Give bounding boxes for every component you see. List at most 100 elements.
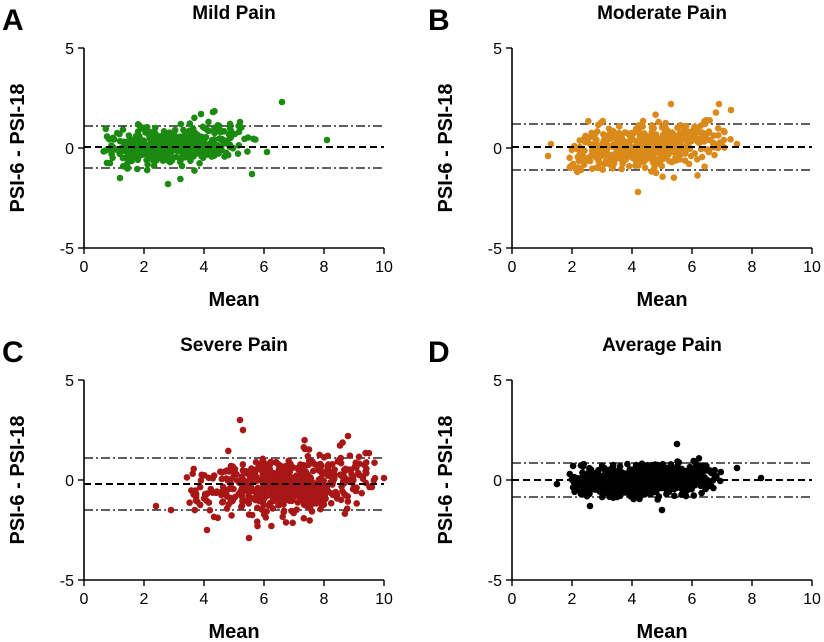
data-point <box>244 148 251 155</box>
y-tick-label-c: -5 <box>60 573 74 590</box>
points-d <box>553 440 765 514</box>
data-point <box>329 461 336 468</box>
data-point <box>294 491 301 499</box>
data-point <box>634 188 642 196</box>
data-point <box>691 480 699 488</box>
data-point <box>644 465 652 473</box>
data-point <box>198 153 205 160</box>
data-point <box>158 146 165 154</box>
data-point <box>665 488 673 496</box>
data-point <box>328 473 336 481</box>
x-tick-label-a: 0 <box>80 259 89 276</box>
data-point <box>682 492 690 500</box>
data-point <box>183 474 191 481</box>
data-point <box>222 489 229 497</box>
data-point <box>278 492 285 499</box>
data-point <box>368 483 376 491</box>
panel-title-c: Severe Pain <box>180 335 288 356</box>
data-point <box>344 493 352 500</box>
data-point <box>622 129 630 136</box>
data-point <box>720 136 728 144</box>
data-point <box>641 157 648 164</box>
data-point <box>663 478 670 485</box>
data-point <box>222 468 229 475</box>
data-point <box>591 130 599 138</box>
x-tick-label-d: 10 <box>803 591 821 608</box>
data-point <box>280 508 288 516</box>
data-point <box>215 150 222 157</box>
data-point <box>670 174 678 181</box>
data-point <box>701 163 708 170</box>
data-point <box>185 129 192 137</box>
data-point <box>205 499 213 506</box>
data-point <box>206 507 214 514</box>
data-point <box>279 498 287 506</box>
data-point <box>566 164 573 171</box>
data-point <box>371 459 378 467</box>
y-tick-label-b: 5 <box>493 41 502 58</box>
data-point <box>603 136 611 143</box>
data-point <box>214 122 222 129</box>
data-point <box>596 153 604 160</box>
x-tick-label-b: 2 <box>568 259 577 276</box>
data-point <box>638 460 646 468</box>
data-point <box>733 140 741 148</box>
x-tick-label-b: 0 <box>508 259 517 276</box>
data-point <box>346 452 354 460</box>
data-point <box>282 519 290 526</box>
data-point <box>161 151 168 159</box>
data-point <box>607 161 615 169</box>
data-point <box>652 472 659 480</box>
data-point <box>176 133 183 141</box>
data-point <box>102 125 110 133</box>
y-axis-label-c: PSI-6 - PSI-18 <box>7 416 29 545</box>
data-point <box>225 447 232 455</box>
data-point <box>166 147 173 154</box>
data-point <box>109 154 116 162</box>
data-point <box>639 117 647 125</box>
data-point <box>245 511 253 518</box>
data-point <box>652 111 659 118</box>
y-tick-label-b: -5 <box>488 241 502 258</box>
data-point <box>733 464 741 472</box>
data-point <box>164 180 172 188</box>
data-point <box>209 108 217 116</box>
data-point <box>302 477 310 485</box>
data-point <box>571 164 579 172</box>
data-point <box>674 462 681 470</box>
data-point <box>147 129 154 136</box>
data-point <box>336 442 344 449</box>
data-point <box>213 488 221 495</box>
data-point <box>289 496 296 504</box>
data-point <box>683 131 691 139</box>
data-point <box>342 465 349 473</box>
data-point <box>613 135 621 143</box>
data-point <box>100 148 107 155</box>
data-point <box>335 456 343 464</box>
data-point <box>261 476 269 483</box>
data-point <box>233 477 241 484</box>
data-point <box>635 162 642 169</box>
data-point <box>727 106 735 114</box>
data-point <box>134 151 142 158</box>
data-point <box>658 506 666 514</box>
data-point <box>584 483 591 491</box>
data-point <box>305 487 312 495</box>
data-point <box>360 461 368 469</box>
x-tick-label-b: 8 <box>748 259 757 276</box>
data-point <box>191 114 198 122</box>
data-point <box>331 466 339 474</box>
data-point <box>658 162 666 170</box>
data-point <box>688 136 695 144</box>
x-tick-label-c: 4 <box>200 591 209 608</box>
x-tick-label-d: 0 <box>508 591 517 608</box>
data-point <box>671 132 678 139</box>
data-point <box>380 474 388 482</box>
data-point <box>223 149 230 157</box>
data-point <box>207 485 215 493</box>
data-point <box>616 463 624 470</box>
data-point <box>599 117 607 125</box>
data-point <box>667 100 675 108</box>
data-point <box>624 460 631 468</box>
data-point <box>652 169 660 177</box>
